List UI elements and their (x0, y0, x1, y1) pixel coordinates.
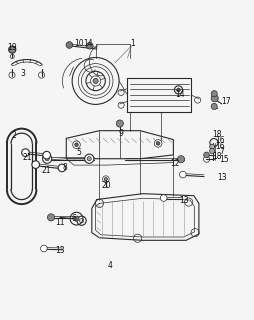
Text: 21: 21 (41, 166, 51, 175)
Circle shape (176, 88, 180, 92)
Text: 8: 8 (62, 163, 67, 172)
Text: 16: 16 (214, 142, 224, 151)
Text: 12: 12 (169, 159, 179, 168)
Text: 4: 4 (107, 261, 112, 270)
Circle shape (43, 151, 50, 159)
Text: 20: 20 (101, 181, 110, 190)
Circle shape (66, 42, 72, 48)
Text: 6: 6 (71, 214, 76, 223)
Circle shape (74, 143, 78, 147)
Text: 13: 13 (55, 246, 65, 255)
Circle shape (203, 152, 209, 158)
Text: 21: 21 (23, 153, 32, 162)
Circle shape (210, 95, 217, 102)
Circle shape (74, 216, 79, 221)
Circle shape (209, 148, 214, 154)
Circle shape (104, 178, 107, 181)
Text: 13: 13 (216, 173, 226, 182)
Circle shape (47, 214, 54, 221)
Circle shape (160, 195, 166, 201)
Text: 14: 14 (83, 39, 92, 48)
Text: 14: 14 (174, 91, 184, 100)
Text: 5: 5 (76, 148, 81, 157)
Text: 17: 17 (220, 97, 230, 106)
Circle shape (42, 154, 52, 163)
Text: 18: 18 (212, 130, 221, 139)
Circle shape (116, 120, 123, 127)
Circle shape (40, 245, 47, 252)
Circle shape (9, 46, 16, 53)
Text: 2: 2 (12, 131, 16, 140)
Text: 9: 9 (118, 129, 123, 138)
Text: 19: 19 (7, 43, 17, 52)
Text: 18: 18 (212, 152, 221, 161)
Circle shape (209, 144, 214, 149)
Circle shape (179, 171, 185, 178)
Circle shape (45, 157, 49, 161)
Circle shape (84, 154, 93, 163)
Circle shape (177, 156, 184, 163)
Text: 16: 16 (214, 136, 224, 145)
Text: 11: 11 (55, 218, 65, 227)
Circle shape (210, 103, 216, 109)
Text: 13: 13 (178, 196, 188, 205)
Text: 15: 15 (219, 156, 228, 164)
Circle shape (32, 161, 39, 168)
Text: 1: 1 (130, 39, 134, 48)
Circle shape (58, 164, 66, 172)
Circle shape (22, 149, 29, 156)
Circle shape (156, 142, 159, 145)
Circle shape (93, 78, 98, 84)
Circle shape (86, 43, 93, 49)
Text: 3: 3 (20, 69, 25, 78)
Text: 7: 7 (218, 147, 224, 156)
Circle shape (87, 157, 91, 161)
Text: 10: 10 (74, 39, 84, 48)
Circle shape (210, 91, 216, 97)
